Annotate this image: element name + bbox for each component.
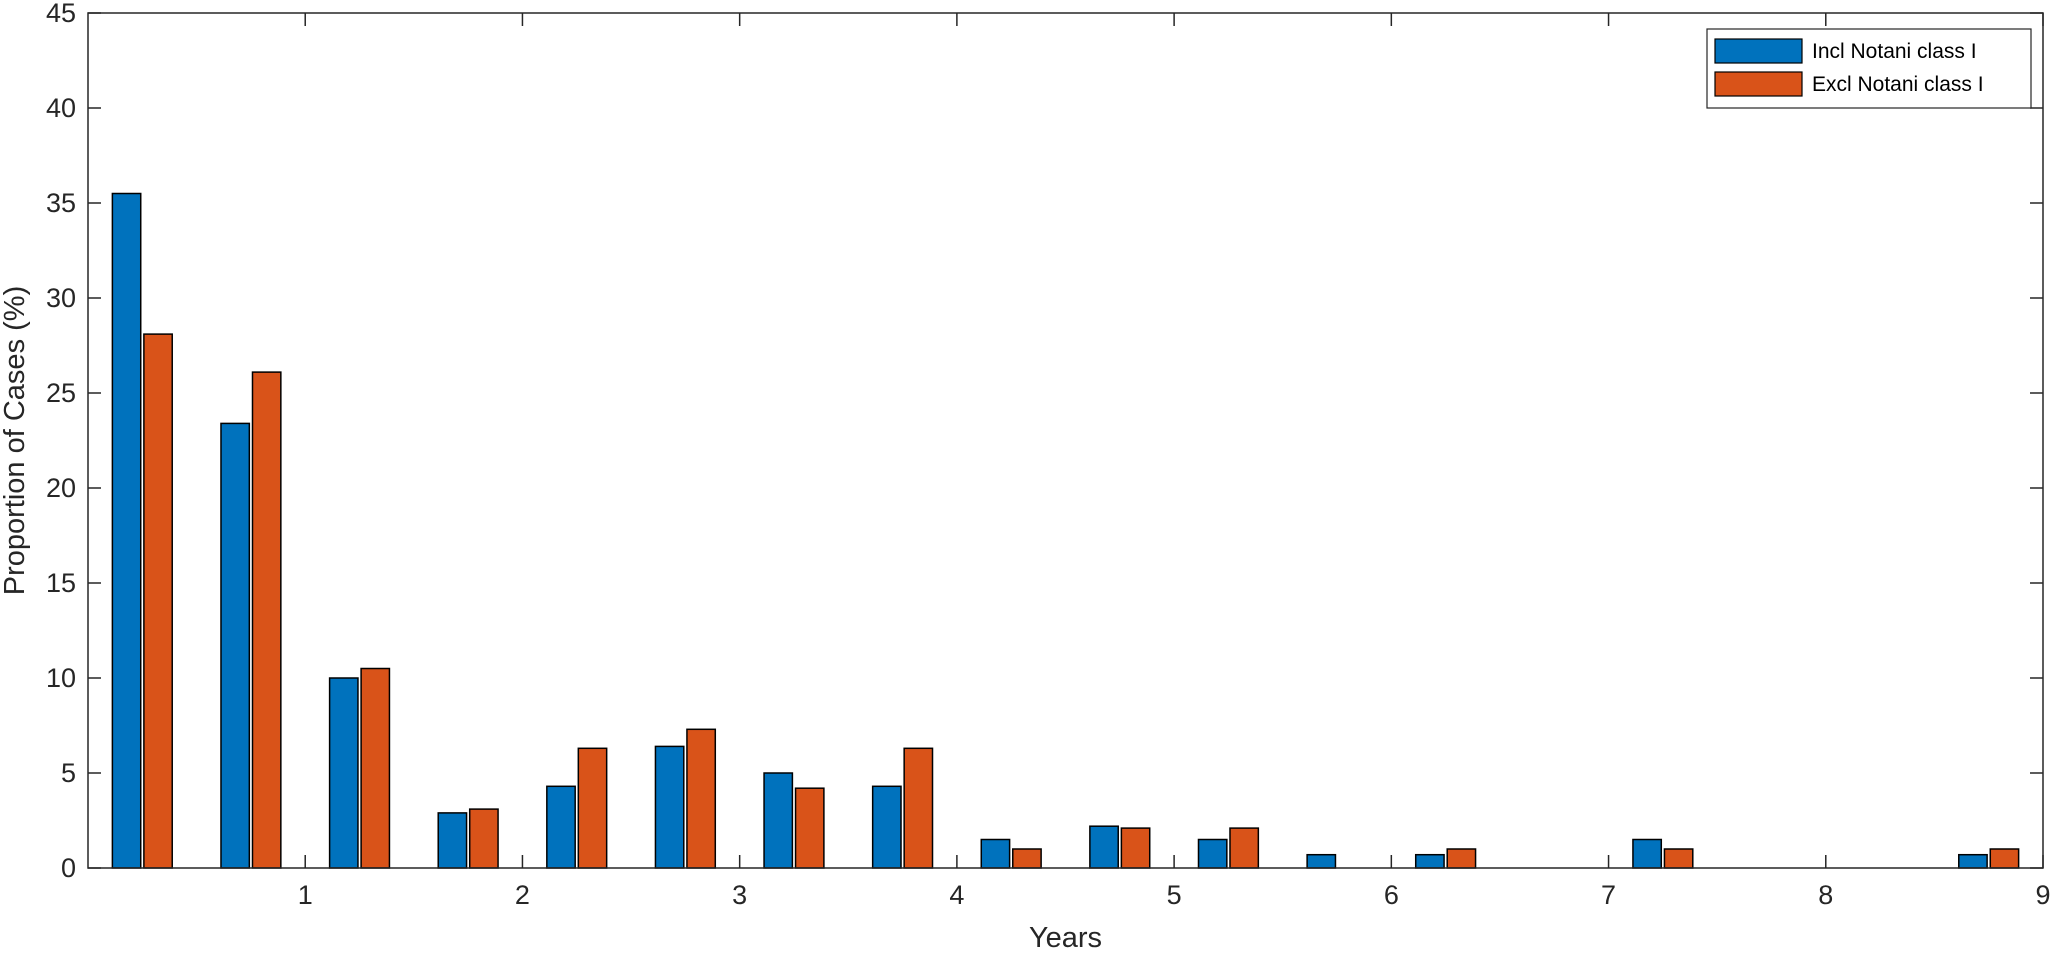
bar-incl-10 xyxy=(1197,838,1228,869)
bar-incl-5 xyxy=(654,745,685,869)
y-axis-label: Proportion of Cases (%) xyxy=(0,286,31,595)
x-tick-label: 8 xyxy=(1818,880,1833,910)
legend-label-0: Incl Notani class I xyxy=(1812,40,1977,63)
x-tick-label: 7 xyxy=(1601,880,1616,910)
bar-incl-14 xyxy=(1632,838,1663,869)
bar-excl-0 xyxy=(143,333,173,869)
x-tick-label: 5 xyxy=(1167,880,1182,910)
bar-excl-8 xyxy=(1012,848,1042,869)
bar-excl-9 xyxy=(1120,827,1151,869)
y-tick-label: 35 xyxy=(46,188,76,218)
bar-excl-1 xyxy=(251,371,282,869)
x-axis-label: Years xyxy=(1029,922,1102,953)
bar-incl-0 xyxy=(111,192,142,869)
x-tick-label: 4 xyxy=(949,880,964,910)
y-tick-label: 10 xyxy=(46,663,76,693)
y-tick-label: 5 xyxy=(61,758,76,788)
bar-incl-8 xyxy=(980,838,1011,869)
legend-swatch-1 xyxy=(1714,71,1803,97)
y-tick-label: 15 xyxy=(46,568,76,598)
bar-incl-6 xyxy=(763,772,794,869)
x-tick-label: 6 xyxy=(1384,880,1399,910)
bar-incl-3 xyxy=(437,812,468,869)
bar-incl-9 xyxy=(1089,825,1119,869)
plot-box xyxy=(87,12,2044,869)
legend: Incl Notani class I Excl Notani class I xyxy=(1706,28,2032,109)
legend-swatch-0 xyxy=(1714,38,1803,64)
bar-incl-12 xyxy=(1414,853,1445,869)
x-tick-label: 1 xyxy=(298,880,313,910)
x-tick-label: 3 xyxy=(732,880,747,910)
bar-excl-6 xyxy=(794,787,825,869)
bar-excl-12 xyxy=(1446,848,1477,869)
y-tick-label: 30 xyxy=(46,283,76,313)
bars-group xyxy=(111,192,2020,869)
bar-excl-5 xyxy=(686,728,717,869)
x-tick-label: 2 xyxy=(515,880,530,910)
bar-incl-11 xyxy=(1306,853,1337,869)
y-tick-label: 40 xyxy=(46,93,76,123)
bar-excl-2 xyxy=(360,667,391,869)
bar-excl-17 xyxy=(1989,848,2020,869)
bar-excl-14 xyxy=(1663,848,1694,869)
y-tick-label: 20 xyxy=(46,473,76,503)
x-tick-label: 9 xyxy=(2035,880,2050,910)
bar-excl-4 xyxy=(577,747,608,869)
bar-excl-3 xyxy=(468,808,499,869)
bar-excl-10 xyxy=(1229,827,1260,869)
y-tick-label: 45 xyxy=(46,0,76,28)
bar-incl-7 xyxy=(871,785,902,869)
bar-incl-17 xyxy=(1958,853,1988,869)
y-tick-label: 0 xyxy=(61,853,76,883)
bar-incl-1 xyxy=(220,422,251,869)
bar-excl-7 xyxy=(903,747,934,869)
legend-label-1: Excl Notani class I xyxy=(1812,73,1984,96)
bar-incl-4 xyxy=(546,785,576,869)
bar-incl-2 xyxy=(328,677,359,869)
y-tick-label: 25 xyxy=(46,378,76,408)
